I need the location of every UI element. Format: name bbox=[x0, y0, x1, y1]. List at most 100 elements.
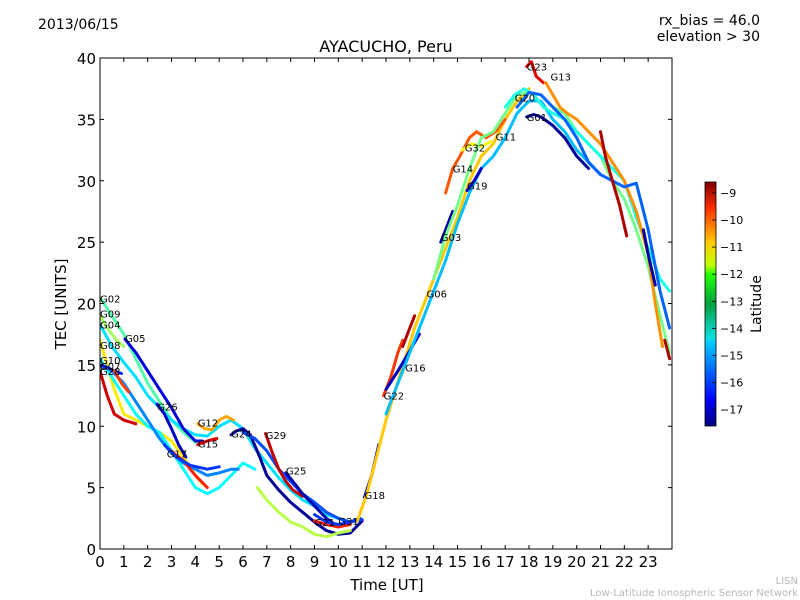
x-tick-label: 6 bbox=[238, 553, 248, 571]
series-line-g19 bbox=[465, 167, 483, 193]
y-tick-label: 15 bbox=[77, 357, 96, 375]
series-line-g23 bbox=[525, 60, 545, 85]
x-tick-label: 13 bbox=[400, 553, 419, 571]
satellite-label: G15 bbox=[198, 439, 218, 450]
y-tick-label: 30 bbox=[77, 173, 96, 191]
satellite-label: G03 bbox=[441, 233, 461, 244]
series-line-g13-e bbox=[663, 338, 672, 361]
series-line-g13-d bbox=[641, 228, 657, 287]
x-tick-label: 9 bbox=[310, 553, 320, 571]
satellite-label: G09 bbox=[100, 309, 120, 320]
colorbar-tick-label: −10 bbox=[720, 214, 743, 227]
satellite-label: G31 bbox=[338, 517, 358, 528]
satellite-label: G02 bbox=[100, 295, 120, 306]
series-line-g03 bbox=[439, 209, 455, 244]
series-line-g11 bbox=[432, 90, 672, 355]
x-tick-label: 5 bbox=[214, 553, 224, 571]
x-tick-label: 4 bbox=[191, 553, 201, 571]
satellite-label: G18 bbox=[365, 491, 385, 502]
satellite-label: G07 bbox=[100, 362, 120, 373]
satellite-label: G01 bbox=[527, 113, 547, 124]
y-tick-label: 40 bbox=[77, 50, 96, 68]
x-tick-label: 16 bbox=[472, 553, 491, 571]
y-axis: 0 5 10 15 20 25 30 35 40 bbox=[77, 50, 672, 559]
credits-short: LISN bbox=[775, 576, 798, 587]
satellite-label: G17 bbox=[167, 449, 187, 460]
series-line-g31 bbox=[313, 513, 362, 526]
colorbar-tick-label: −16 bbox=[720, 377, 743, 390]
x-tick-label: 19 bbox=[543, 553, 562, 571]
series-line-g05 bbox=[123, 337, 204, 443]
x-tick-label: 10 bbox=[329, 553, 348, 571]
credits-long: Low-Latitude Ionospheric Sensor Network bbox=[590, 588, 798, 599]
satellite-label: G25 bbox=[286, 466, 306, 477]
colorbar-ticks: −9 −10 −11 −12 −13 −14 −15 −16 −17 bbox=[712, 187, 743, 417]
colorbar-tick-label: −17 bbox=[720, 404, 743, 417]
colorbar: −9 −10 −11 −12 −13 −14 −15 −16 −17 Latitude bbox=[704, 181, 765, 427]
credits: LISN Low-Latitude Ionospheric Sensor Net… bbox=[590, 576, 798, 600]
x-tick-label: 15 bbox=[448, 553, 467, 571]
series-line-g26 bbox=[155, 402, 188, 459]
satellite-label: G11 bbox=[496, 133, 516, 144]
series-line-g22-c bbox=[401, 314, 417, 348]
colorbar-gradient bbox=[704, 181, 717, 427]
satellite-label: G29 bbox=[266, 431, 286, 442]
series-line-g13-c bbox=[599, 130, 629, 238]
x-axis-label: Time [UT] bbox=[349, 576, 423, 594]
x-tick-label: 20 bbox=[567, 553, 586, 571]
colorbar-label: Latitude bbox=[749, 275, 765, 333]
x-tick-label: 18 bbox=[519, 553, 538, 571]
x-tick-label: 14 bbox=[424, 553, 443, 571]
satellite-label: G24 bbox=[231, 430, 251, 441]
date-label: 2013/06/15 bbox=[38, 17, 119, 33]
y-axis-label: TEC [UNITS] bbox=[52, 259, 70, 351]
satellite-label: G19 bbox=[467, 182, 487, 193]
series-line-g28-b bbox=[100, 369, 138, 426]
satellite-label: G06 bbox=[427, 290, 447, 301]
series-line-g21 bbox=[313, 519, 352, 529]
series-line-g01 bbox=[525, 113, 591, 170]
x-tick-label: 1 bbox=[119, 553, 129, 571]
series-line-g28-c bbox=[112, 369, 131, 394]
satellite-label: G22 bbox=[384, 392, 404, 403]
series-line-g28 bbox=[100, 363, 123, 375]
series-line-g22 bbox=[355, 87, 531, 523]
x-tick-label: 0 bbox=[95, 553, 105, 571]
y-tick-label: 20 bbox=[77, 296, 96, 314]
series-line-g06 bbox=[384, 99, 602, 416]
elevation-label: elevation > 30 bbox=[656, 29, 760, 45]
satellite-label: G14 bbox=[453, 165, 473, 176]
satellite-label: G20 bbox=[515, 93, 535, 104]
y-tick-label: 35 bbox=[77, 111, 96, 129]
satellite-label: G08 bbox=[100, 341, 120, 352]
receiver-info: rx_bias = 46.0 elevation > 30 bbox=[657, 13, 760, 45]
colorbar-tick-label: −9 bbox=[720, 187, 736, 200]
series-line-g32 bbox=[460, 140, 493, 152]
y-tick-label: 10 bbox=[77, 418, 96, 436]
series-line-g25 bbox=[284, 471, 340, 529]
series-line-g09 bbox=[100, 314, 126, 348]
y-tick-label: 0 bbox=[86, 541, 96, 559]
x-tick-label: 3 bbox=[167, 553, 177, 571]
y-tick-label: 25 bbox=[77, 234, 96, 252]
colorbar-tick-label: −13 bbox=[720, 295, 743, 308]
x-tick-label: 21 bbox=[591, 553, 610, 571]
x-tick-label: 12 bbox=[376, 553, 395, 571]
series-line-g25-b bbox=[255, 486, 352, 539]
rx-bias-label: rx_bias = 46.0 bbox=[658, 13, 760, 29]
x-tick-label: 2 bbox=[143, 553, 153, 571]
series-line-g15-b bbox=[162, 443, 221, 471]
satellite-label: G23 bbox=[527, 63, 547, 74]
colorbar-tick-label: −14 bbox=[720, 322, 743, 335]
series-line-g15 bbox=[196, 437, 219, 447]
x-tick-label: 23 bbox=[639, 553, 658, 571]
y-tick-label: 5 bbox=[86, 480, 96, 498]
chart-title: AYACUCHO, Peru bbox=[319, 37, 453, 56]
x-tick-label: 8 bbox=[286, 553, 296, 571]
series-line-g13-b bbox=[515, 90, 672, 330]
x-tick-label: 7 bbox=[262, 553, 272, 571]
satellite-label: G32 bbox=[465, 144, 485, 155]
satellite-label: G16 bbox=[405, 363, 425, 374]
